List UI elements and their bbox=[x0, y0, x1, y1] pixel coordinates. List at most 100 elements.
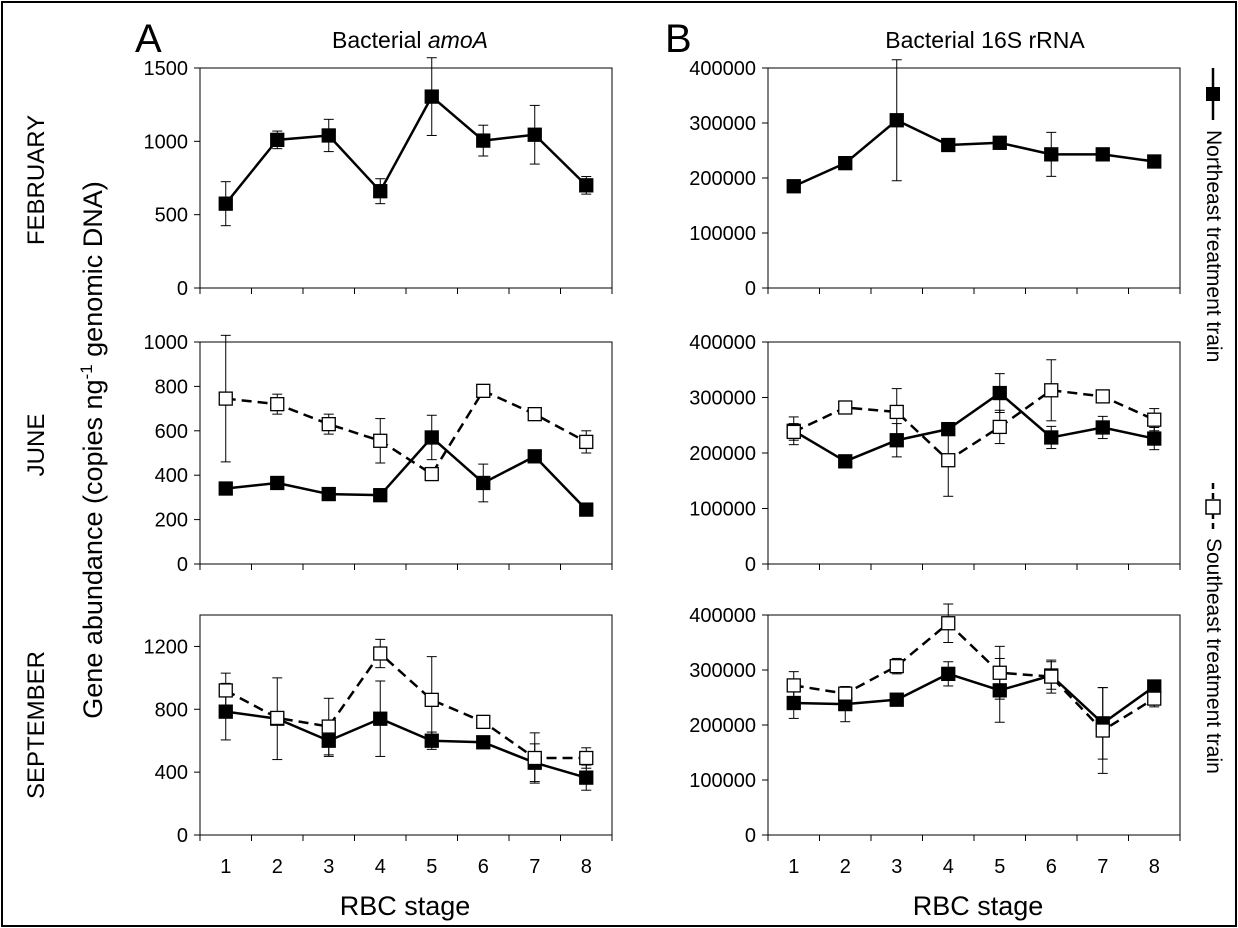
x-tick-label: 1 bbox=[788, 856, 799, 878]
series-southeast bbox=[218, 638, 594, 784]
data-point-northeast bbox=[424, 89, 439, 104]
series-northeast bbox=[218, 57, 594, 227]
data-point-northeast bbox=[786, 179, 801, 194]
legend-entry-northeast: Northeast treatment train bbox=[1202, 68, 1225, 362]
legend-entry-southeast: Southeast treatment train bbox=[1202, 483, 1225, 774]
x-tick-label: 8 bbox=[581, 856, 592, 878]
data-point-southeast bbox=[270, 710, 285, 726]
data-point-northeast bbox=[373, 488, 388, 503]
y-tick-label: 400000 bbox=[689, 605, 756, 627]
y-tick-label: 500 bbox=[155, 205, 188, 227]
series-line-northeast bbox=[225, 436, 588, 511]
panel-letter-b: B bbox=[665, 17, 692, 61]
data-point-southeast bbox=[941, 616, 956, 631]
data-point-northeast bbox=[373, 711, 388, 726]
row-label-june: JUNE bbox=[23, 414, 50, 477]
series-line-northeast bbox=[793, 672, 1155, 725]
data-point-southeast bbox=[424, 466, 439, 482]
data-point-northeast bbox=[476, 735, 491, 750]
series-northeast bbox=[218, 414, 594, 517]
y-tick-label: 200 bbox=[155, 510, 188, 532]
data-point-northeast bbox=[218, 196, 233, 211]
panel-a-june: 0 200 400 600 800 1000 bbox=[144, 332, 613, 576]
panel-title-b: Bacterial 16S rRNA bbox=[885, 27, 1085, 53]
data-point-southeast bbox=[321, 416, 336, 432]
series-line-northeast bbox=[793, 119, 1155, 188]
data-point-southeast bbox=[889, 404, 904, 420]
data-point-northeast bbox=[838, 155, 853, 171]
x-tick-label: 2 bbox=[840, 856, 851, 878]
y-tick-label: 0 bbox=[177, 278, 188, 300]
y-tick-label: 1000 bbox=[144, 332, 189, 354]
panel-a-february: 0 500 1000 1500 bbox=[144, 57, 613, 300]
data-point-northeast bbox=[218, 481, 233, 496]
y-tick-label: 300000 bbox=[689, 113, 756, 135]
panel-title-a-prefix: Bacterial bbox=[332, 27, 428, 53]
data-point-northeast bbox=[579, 502, 594, 517]
data-point-northeast bbox=[321, 128, 336, 143]
row-label-september: SEPTEMBER bbox=[23, 651, 50, 799]
data-point-southeast bbox=[527, 750, 542, 766]
y-tick-label: 0 bbox=[745, 554, 756, 576]
series-southeast bbox=[786, 359, 1162, 497]
data-point-northeast bbox=[527, 127, 542, 142]
data-point-northeast bbox=[527, 449, 542, 464]
data-point-northeast bbox=[1147, 154, 1162, 169]
data-point-southeast bbox=[992, 665, 1007, 680]
x-axis-label-a: RBC stage bbox=[340, 891, 471, 921]
x-tick-label: 5 bbox=[426, 856, 437, 878]
data-point-southeast bbox=[1147, 412, 1162, 427]
x-tick-label: 6 bbox=[478, 856, 489, 878]
y-tick-label: 400000 bbox=[689, 58, 756, 80]
y-tick-label: 0 bbox=[177, 554, 188, 576]
y-tick-label: 800 bbox=[155, 376, 188, 398]
data-point-northeast bbox=[476, 133, 491, 148]
y-tick-label: 0 bbox=[745, 278, 756, 300]
data-point-southeast bbox=[786, 424, 801, 440]
data-point-southeast bbox=[270, 397, 285, 412]
data-point-southeast bbox=[786, 678, 801, 693]
data-point-southeast bbox=[941, 453, 956, 468]
data-point-southeast bbox=[527, 406, 542, 422]
legend-label-northeast: Northeast treatment train bbox=[1202, 130, 1225, 362]
series-line-northeast bbox=[793, 391, 1155, 463]
y-tick-label: 600 bbox=[155, 421, 188, 443]
y-tick-label: 1000 bbox=[144, 131, 189, 153]
data-point-northeast bbox=[838, 454, 853, 469]
data-point-northeast bbox=[373, 184, 388, 199]
panel-title-a-gene: amoA bbox=[428, 27, 488, 53]
data-point-southeast bbox=[1095, 723, 1110, 738]
y-tick-label: 0 bbox=[177, 825, 188, 847]
data-point-northeast bbox=[992, 135, 1007, 150]
data-point-northeast bbox=[1147, 431, 1162, 446]
panel-a-september: 0 400 800 1200 1 2 3 4 5 6 7 8 bbox=[144, 614, 613, 878]
data-point-southeast bbox=[424, 692, 439, 708]
x-tick-label: 7 bbox=[1097, 856, 1108, 878]
data-point-southeast bbox=[992, 419, 1007, 435]
data-point-northeast bbox=[1095, 147, 1110, 162]
y-tick-label: 1500 bbox=[144, 58, 189, 80]
data-point-northeast bbox=[1095, 420, 1110, 435]
y-tick-label: 200000 bbox=[689, 168, 756, 190]
x-tick-label: 7 bbox=[529, 856, 540, 878]
series-southeast bbox=[786, 603, 1162, 774]
y-tick-label: 1200 bbox=[144, 636, 189, 658]
x-tick-label: 3 bbox=[891, 856, 902, 878]
data-point-southeast bbox=[373, 646, 388, 661]
legend-marker-open-square bbox=[1205, 499, 1221, 515]
data-point-northeast bbox=[889, 113, 904, 128]
data-point-northeast bbox=[476, 475, 491, 491]
y-tick-label: 400 bbox=[155, 762, 188, 784]
data-point-southeast bbox=[373, 433, 388, 448]
data-point-southeast bbox=[889, 659, 904, 674]
y-tick-label: 200000 bbox=[689, 443, 756, 465]
data-point-southeast bbox=[218, 683, 233, 698]
y-axis-label-tail: genomic DNA) bbox=[78, 181, 108, 364]
panel-b-september: 0 100000 200000 300000 400000 1 2 3 4 5 6 7 8 bbox=[689, 603, 1181, 878]
x-tick-label: 4 bbox=[943, 856, 954, 878]
panel-b-june: 0 100000 200000 300000 400000 bbox=[689, 332, 1181, 576]
data-point-southeast bbox=[476, 383, 491, 398]
x-tick-label: 1 bbox=[220, 856, 231, 878]
